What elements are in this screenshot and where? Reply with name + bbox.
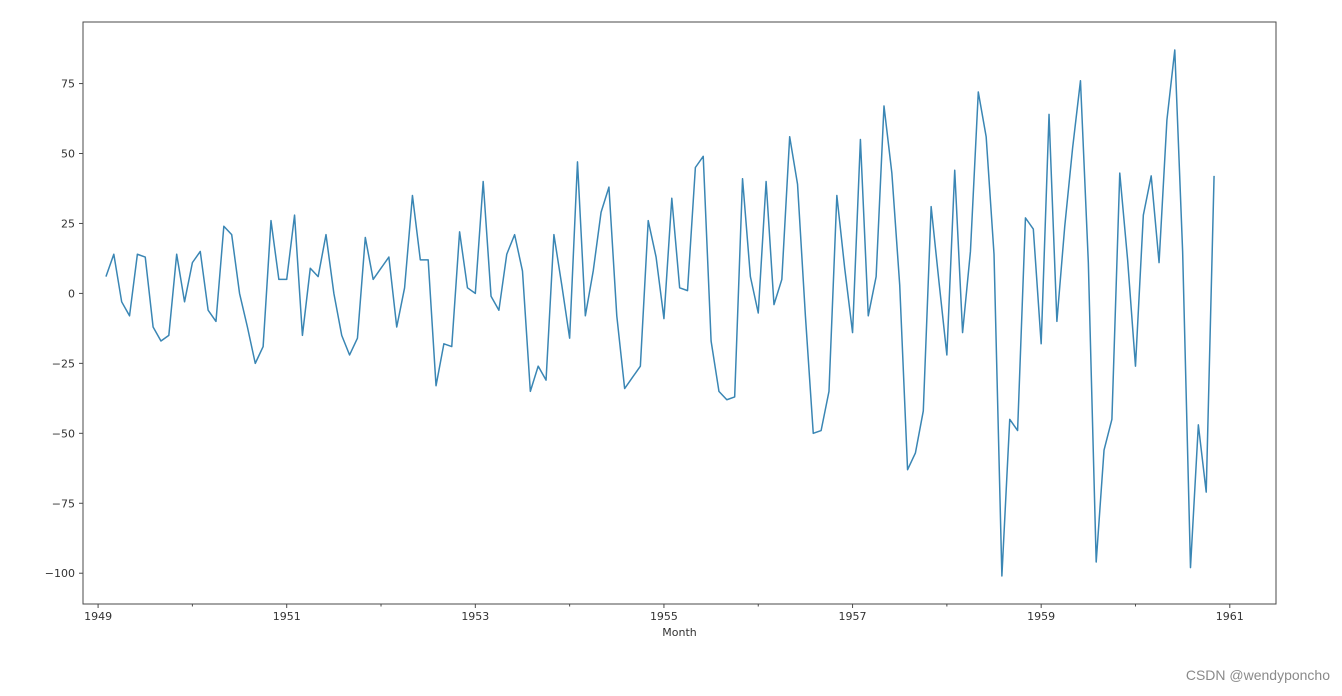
y-tick-label: −75 <box>52 497 75 510</box>
plot-area <box>82 21 1277 605</box>
x-axis: 1949 1951 1953 1955 1957 1959 1961 <box>84 604 1244 623</box>
y-tick-label: −50 <box>52 427 75 440</box>
x-axis-title: Month <box>662 626 697 639</box>
y-tick-label: −100 <box>45 567 75 580</box>
y-axis: 75 50 25 0 −25 −50 −75 −100 <box>45 78 83 580</box>
y-tick-label: 0 <box>68 287 75 300</box>
x-tick-label: 1949 <box>84 610 112 623</box>
x-tick-label: 1961 <box>1216 610 1244 623</box>
x-tick-label: 1955 <box>650 610 678 623</box>
x-tick-label: 1959 <box>1027 610 1055 623</box>
series-layer <box>105 49 1215 577</box>
x-tick-label: 1957 <box>839 610 867 623</box>
series-line <box>105 49 1215 577</box>
y-tick-label: 25 <box>61 217 75 230</box>
y-tick-label: −25 <box>52 357 75 370</box>
x-tick-label: 1953 <box>461 610 489 623</box>
y-tick-label: 75 <box>61 78 75 91</box>
x-tick-label: 1951 <box>273 610 301 623</box>
y-tick-label: 50 <box>61 148 75 161</box>
watermark: CSDN @wendyponcho <box>1185 667 1330 683</box>
